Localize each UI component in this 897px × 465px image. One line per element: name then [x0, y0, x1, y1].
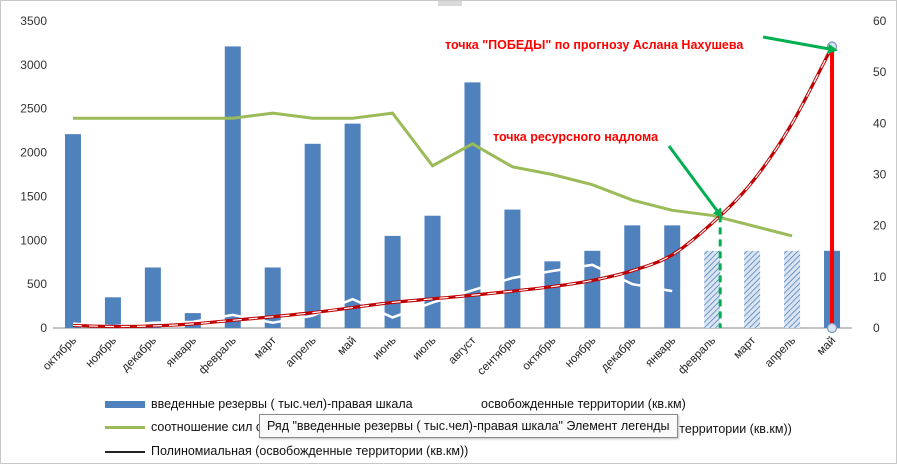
category-label: апрель	[284, 335, 319, 370]
bar[interactable]	[544, 261, 561, 328]
right-tick-label: 20	[873, 219, 887, 233]
category-label: июнь	[371, 335, 399, 363]
category-label: ноябрь	[84, 335, 119, 370]
category-label: декабрь	[120, 335, 159, 374]
bar[interactable]	[584, 250, 601, 328]
legend-trend-swatch[interactable]	[105, 451, 145, 453]
category-label: август	[447, 334, 480, 367]
bar[interactable]	[144, 267, 161, 328]
resize-handle[interactable]	[438, 1, 462, 6]
right-axis: 0 10 20 30 40 50 60	[873, 14, 887, 335]
right-tick-label: 0	[873, 321, 880, 335]
legend-green-label-tail[interactable]: ные территории (кв.км))	[653, 422, 792, 436]
bar[interactable]	[384, 235, 401, 328]
category-label: февраль	[676, 335, 718, 377]
legend-tooltip: Ряд "введенные резервы ( тыс.чел)-правая…	[259, 414, 678, 438]
category-label: май	[815, 335, 838, 358]
bar[interactable]	[664, 225, 681, 328]
category-label: апрель	[763, 335, 798, 370]
right-tick-label: 40	[873, 116, 887, 130]
bar[interactable]	[304, 143, 321, 328]
category-label: ноябрь	[563, 335, 598, 370]
bar[interactable]	[104, 297, 121, 328]
left-tick-label: 0	[40, 321, 47, 335]
bar[interactable]	[64, 134, 81, 328]
category-label: январь	[643, 335, 678, 370]
left-tick-label: 1000	[20, 233, 47, 247]
annotation-breaking-point: точка ресурсного надлома	[493, 130, 659, 144]
bar[interactable]	[744, 250, 761, 328]
left-tick-label: 2000	[20, 146, 47, 160]
white-line-series	[72, 263, 673, 328]
bar[interactable]	[464, 82, 481, 329]
legend-green-swatch[interactable]	[105, 426, 145, 429]
left-tick-label: 2500	[20, 102, 47, 116]
category-label: март	[732, 334, 759, 361]
right-tick-label: 50	[873, 65, 887, 79]
category-label: январь	[164, 335, 199, 370]
bar[interactable]	[224, 46, 241, 329]
legend-green-label[interactable]: соотношение сил стор	[151, 420, 282, 434]
trend-line-dash	[72, 46, 833, 328]
bar-series	[64, 46, 841, 329]
arrow-breaking-point	[667, 145, 723, 219]
left-tick-label: 500	[27, 277, 47, 291]
left-tick-label: 1500	[20, 189, 47, 203]
legend-bar-label[interactable]: введенные резервы ( тыс.чел)-правая шкал…	[151, 397, 413, 411]
category-label: декабрь	[599, 335, 638, 374]
bar[interactable]	[624, 225, 641, 328]
green-line-series	[72, 111, 793, 238]
bar[interactable]	[424, 215, 441, 328]
category-label: март	[252, 334, 279, 361]
left-axis: 0 500 1000 1500 2000 2500 3000 3500	[20, 14, 47, 335]
bar[interactable]	[504, 209, 521, 328]
bar[interactable]	[264, 267, 281, 328]
category-label: май	[336, 335, 359, 358]
left-tick-label: 3000	[20, 58, 47, 72]
left-tick-label: 3500	[20, 14, 47, 28]
legend-bar-swatch[interactable]	[105, 401, 145, 408]
right-tick-label: 60	[873, 14, 887, 28]
category-label: июль	[411, 335, 439, 363]
arrow-victory	[762, 35, 838, 54]
victory-marker-bottom	[826, 322, 838, 334]
legend-white-line-label[interactable]: освобожденные территории (кв.км)	[481, 397, 686, 411]
category-label: октябрь	[41, 335, 79, 373]
right-tick-label: 10	[873, 270, 887, 284]
bar[interactable]	[704, 250, 721, 328]
category-label: октябрь	[520, 335, 558, 373]
right-tick-label: 30	[873, 168, 887, 182]
annotation-victory: точка "ПОБЕДЫ" по прогнозу Аслана Нахуше…	[445, 38, 744, 52]
category-label: февраль	[197, 335, 239, 377]
category-label: сентябрь	[475, 335, 518, 378]
legend-trend-label[interactable]: Полиномиальная (освобожденные территории…	[151, 444, 469, 458]
bar[interactable]	[784, 250, 801, 328]
bar[interactable]	[344, 123, 361, 328]
